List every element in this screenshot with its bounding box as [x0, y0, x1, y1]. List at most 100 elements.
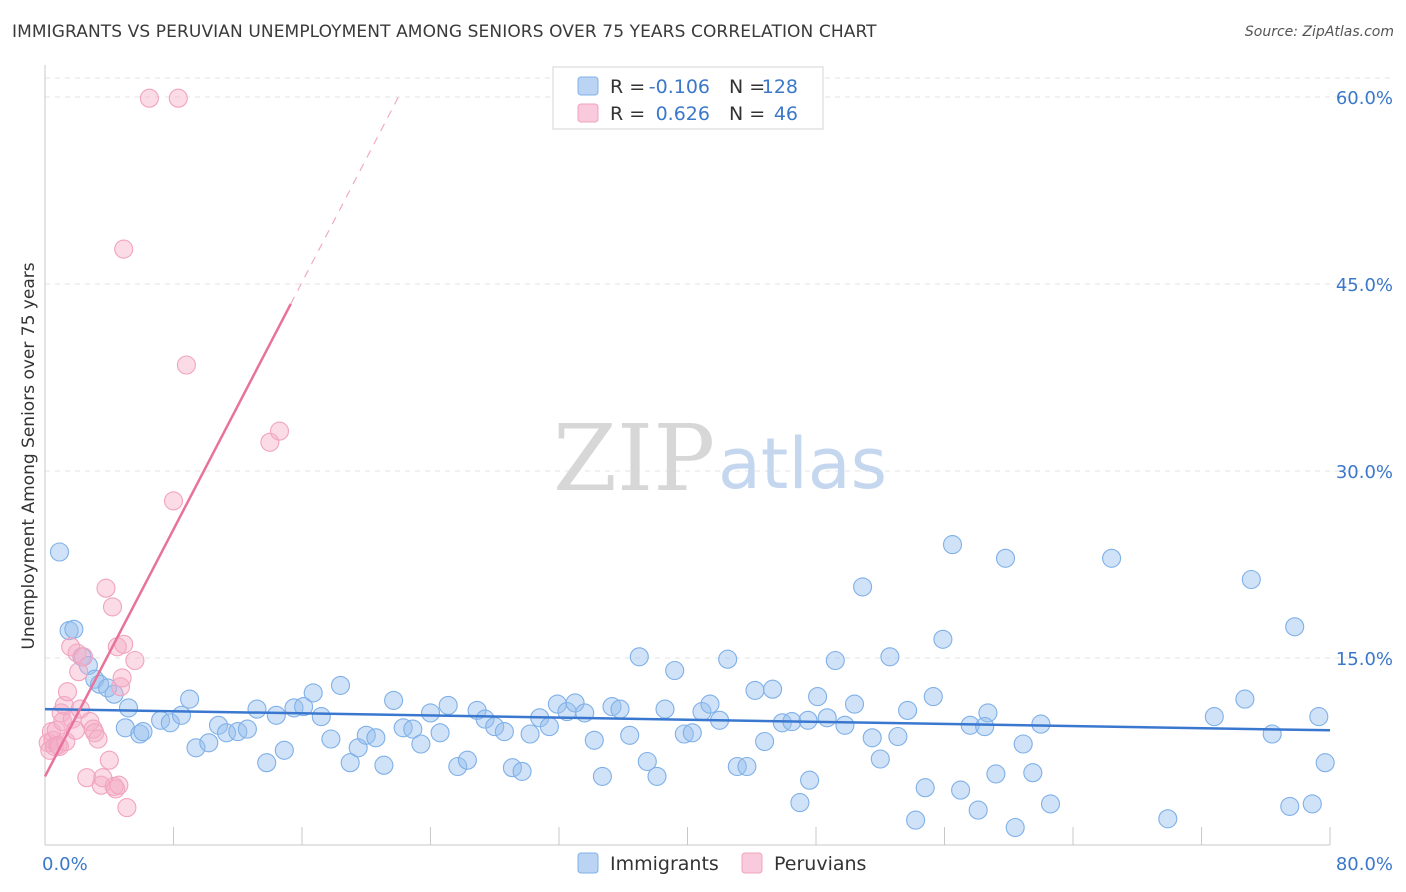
immigrants-point [1040, 794, 1061, 814]
series-legend: Immigrants Peruvians [577, 852, 866, 875]
peruvians-point [73, 647, 94, 667]
immigrants-point [1013, 734, 1033, 754]
immigrants-point [975, 717, 995, 737]
immigrants-point [1023, 763, 1043, 783]
peruvians-point [176, 355, 196, 375]
axes [44, 65, 1331, 846]
immigrants-point [718, 649, 738, 669]
immigrants-point [366, 728, 386, 748]
immigrants-point [411, 734, 431, 754]
peruvians-points [38, 88, 290, 818]
immigrants-point [180, 689, 200, 709]
series-legend-peruvians: Peruvians [774, 853, 866, 875]
immigrants-trend-line [44, 707, 1331, 732]
peruvians-point [112, 668, 132, 688]
immigrants-point [133, 722, 153, 742]
immigrants-point [763, 679, 783, 699]
immigrants-point [584, 730, 604, 750]
immigrants-point [104, 684, 124, 704]
immigrants-point [915, 778, 935, 798]
immigrants-point [294, 697, 314, 717]
immigrants-point [898, 700, 918, 720]
immigrants-point [512, 761, 532, 781]
peruvians-point [96, 578, 116, 598]
immigrants-point [592, 766, 612, 786]
immigrants-point [160, 713, 180, 733]
stats-legend: R = -0.106 N = 128 R = 0.626 N = 46 [552, 66, 824, 130]
watermark-atlas: atlas [718, 423, 887, 505]
peruvians-point [163, 491, 184, 511]
immigrants-point [870, 749, 890, 769]
immigrants-point [737, 756, 757, 777]
peruvians-point [269, 421, 290, 441]
series-legend-swatch-immigrants [577, 852, 599, 874]
immigrants-point [1241, 569, 1261, 590]
immigrants-point [247, 699, 267, 719]
trend-lines [43, 96, 1331, 778]
peruvians-trend-extension [290, 96, 399, 305]
immigrants-point [629, 647, 649, 667]
y-axis-label: Unemployment Among Seniors over 75 years [19, 262, 39, 649]
immigrants-point [933, 629, 953, 649]
series-legend-immigrants: Immigrants [610, 853, 719, 875]
immigrants-point [790, 793, 810, 813]
legend-r-label: R = [610, 103, 645, 125]
peruvians-point [99, 750, 119, 770]
immigrants-point [1005, 817, 1025, 838]
immigrants-point [800, 770, 820, 790]
peruvians-point [117, 798, 137, 818]
peruvians-point [168, 88, 188, 108]
immigrants-point [700, 694, 720, 714]
legend-swatch-immigrants [577, 76, 599, 96]
immigrants-point [1031, 714, 1051, 734]
immigrants-point [745, 680, 765, 700]
immigrants-point [727, 756, 747, 777]
immigrants-point [199, 733, 219, 753]
chart-title: IMMIGRANTS VS PERUVIAN UNEMPLOYMENT AMON… [12, 22, 877, 42]
immigrants-point [374, 755, 394, 775]
legend-n-label: N = [729, 76, 765, 98]
watermark: ZIP atlas [553, 405, 887, 512]
immigrants-point [682, 723, 702, 743]
immigrants-point [674, 724, 694, 744]
immigrants-point [906, 810, 926, 830]
immigrants-point [475, 709, 495, 729]
immigrants-point [186, 738, 206, 758]
peruvians-trend-line [43, 303, 292, 778]
immigrants-point [1204, 707, 1224, 727]
immigrants-point [403, 719, 423, 739]
immigrants-point [647, 766, 667, 786]
y-tick-label: 60.0% [1336, 88, 1393, 109]
immigrants-point [620, 725, 640, 745]
immigrants-point [798, 710, 818, 730]
immigrants-point [448, 756, 468, 777]
peruvians-point [139, 88, 159, 108]
immigrants-point [986, 764, 1006, 784]
immigrants-point [430, 723, 450, 743]
immigrants-point [340, 753, 360, 773]
immigrants-point [1158, 809, 1178, 829]
immigrants-point [565, 693, 585, 713]
y-tick-label: 30.0% [1336, 462, 1393, 483]
immigrants-point [1280, 796, 1300, 816]
peruvians-point [102, 597, 123, 617]
legend-r-immigrants: -0.106 [649, 76, 710, 98]
immigrants-point [64, 619, 84, 639]
immigrants-point [502, 758, 522, 778]
immigrants-point [655, 699, 675, 719]
immigrants-point [665, 660, 685, 681]
y-tick-label: 15.0% [1336, 649, 1393, 670]
immigrants-point [321, 729, 341, 749]
immigrants-points [49, 535, 1335, 838]
immigrants-point [438, 695, 458, 715]
immigrants-point [610, 699, 630, 719]
grid-lines [45, 77, 1392, 659]
immigrants-point [968, 800, 988, 820]
immigrants-point [420, 703, 441, 723]
immigrants-point [393, 718, 413, 738]
x-tick-label: 80.0% [1336, 854, 1393, 875]
immigrants-point [942, 535, 963, 555]
immigrants-point [1309, 707, 1329, 727]
immigrants-point [637, 751, 657, 772]
immigrants-point [923, 687, 943, 707]
